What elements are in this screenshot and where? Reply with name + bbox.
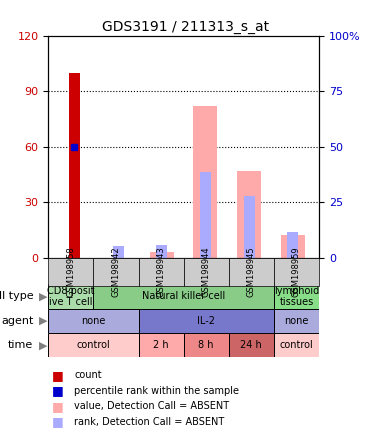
FancyBboxPatch shape — [184, 333, 229, 357]
Bar — [237, 170, 261, 258]
Text: cell type: cell type — [0, 291, 33, 301]
FancyBboxPatch shape — [274, 333, 319, 357]
Bar — [200, 172, 211, 258]
Text: ■: ■ — [52, 400, 64, 413]
Bar — [156, 245, 167, 258]
Text: IL-2: IL-2 — [197, 316, 215, 326]
Text: count: count — [74, 370, 102, 380]
Text: control: control — [280, 340, 313, 350]
Text: ▶: ▶ — [39, 340, 47, 350]
Bar — [244, 197, 255, 258]
Text: GDS3191 / 211313_s_at: GDS3191 / 211313_s_at — [102, 20, 269, 34]
FancyBboxPatch shape — [93, 258, 138, 286]
FancyBboxPatch shape — [274, 309, 319, 333]
FancyBboxPatch shape — [184, 258, 229, 286]
Text: time: time — [8, 340, 33, 350]
Bar — [288, 232, 298, 258]
Text: none: none — [284, 316, 309, 326]
FancyBboxPatch shape — [138, 309, 274, 333]
Text: Natural killer cell: Natural killer cell — [142, 291, 225, 301]
Text: GSM198959: GSM198959 — [292, 246, 301, 297]
Text: GSM198945: GSM198945 — [247, 246, 256, 297]
Bar — [281, 235, 305, 258]
FancyBboxPatch shape — [274, 258, 319, 286]
Text: ■: ■ — [52, 415, 64, 428]
Text: lymphoid
tissues: lymphoid tissues — [274, 285, 319, 307]
Text: GSM198942: GSM198942 — [111, 246, 121, 297]
Text: control: control — [76, 340, 110, 350]
FancyBboxPatch shape — [48, 333, 138, 357]
Text: 24 h: 24 h — [240, 340, 262, 350]
Text: GSM198944: GSM198944 — [202, 246, 211, 297]
FancyBboxPatch shape — [48, 258, 93, 286]
Text: value, Detection Call = ABSENT: value, Detection Call = ABSENT — [74, 401, 229, 411]
Text: GSM198958: GSM198958 — [66, 246, 75, 297]
Text: 2 h: 2 h — [153, 340, 169, 350]
Text: ▶: ▶ — [39, 316, 47, 326]
FancyBboxPatch shape — [138, 258, 184, 286]
Text: agent: agent — [1, 316, 33, 326]
Text: percentile rank within the sample: percentile rank within the sample — [74, 386, 239, 396]
FancyBboxPatch shape — [229, 333, 274, 357]
Text: ■: ■ — [52, 384, 64, 397]
Text: rank, Detection Call = ABSENT: rank, Detection Call = ABSENT — [74, 417, 224, 427]
Bar — [113, 246, 124, 258]
Bar — [69, 72, 80, 258]
FancyBboxPatch shape — [274, 284, 319, 309]
Text: ■: ■ — [52, 369, 64, 382]
Bar — [150, 252, 174, 258]
FancyBboxPatch shape — [48, 284, 93, 309]
Text: 8 h: 8 h — [198, 340, 214, 350]
Text: ▶: ▶ — [39, 291, 47, 301]
Text: none: none — [81, 316, 106, 326]
FancyBboxPatch shape — [229, 258, 274, 286]
Text: GSM198943: GSM198943 — [157, 246, 165, 297]
FancyBboxPatch shape — [138, 333, 184, 357]
Bar — [193, 106, 217, 258]
Text: CD8 posit
ive T cell: CD8 posit ive T cell — [47, 285, 95, 307]
FancyBboxPatch shape — [48, 309, 138, 333]
FancyBboxPatch shape — [93, 284, 274, 309]
